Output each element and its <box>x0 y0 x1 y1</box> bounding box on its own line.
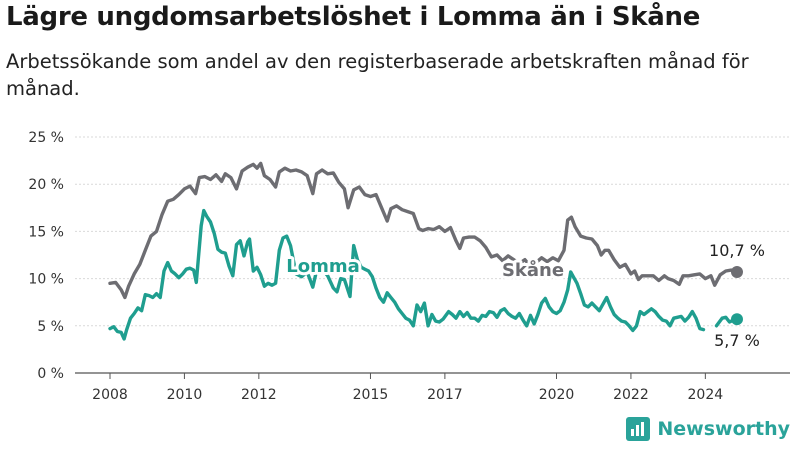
series-name-label: Lomma <box>286 256 360 277</box>
series-end-label: 5,7 % <box>714 331 760 350</box>
series-end-label: 10,7 % <box>709 241 765 260</box>
series-end-point-skåne <box>730 265 743 278</box>
grid-layer <box>75 136 790 374</box>
x-axis: 0 % 5 % 10 % 15 % 20 % 25 % 2008 2010 2012 2015 20… <box>28 130 723 403</box>
y-tick-label: 15 % <box>28 224 64 240</box>
page-subtitle: Arbetssökande som andel av den registerb… <box>6 50 749 100</box>
y-tick-label: 20 % <box>28 177 64 193</box>
x-tick-label: 2010 <box>167 387 203 403</box>
x-tick-label: 2008 <box>92 387 128 403</box>
x-tick-label: 2017 <box>427 387 463 403</box>
series-name-label: Skåne <box>502 259 564 281</box>
series-end-point-lomma <box>730 313 743 326</box>
y-tick-label: 5 % <box>37 319 64 335</box>
x-tick-label: 2015 <box>353 387 389 403</box>
x-tick-label: 2012 <box>241 387 277 403</box>
y-tick-label: 0 % <box>37 366 64 382</box>
y-tick-label: 25 % <box>28 130 64 146</box>
brand-logo: Newsworthy <box>625 416 790 442</box>
series-layer <box>108 161 743 341</box>
x-tick-label: 2024 <box>688 387 724 403</box>
y-tick-label: 10 % <box>28 272 64 288</box>
newsworthy-logo-icon <box>626 417 651 441</box>
x-tick-label: 2022 <box>613 387 649 403</box>
series-line-skåne <box>108 161 739 300</box>
page-title: Lägre ungdomsarbetslöshet i Lomma än i S… <box>6 2 701 32</box>
brand-name: Newsworthy <box>657 418 790 440</box>
x-tick-label: 2020 <box>539 387 575 403</box>
label-layer: 10,7 % 5,7 % Skåne Lomma <box>283 241 765 350</box>
